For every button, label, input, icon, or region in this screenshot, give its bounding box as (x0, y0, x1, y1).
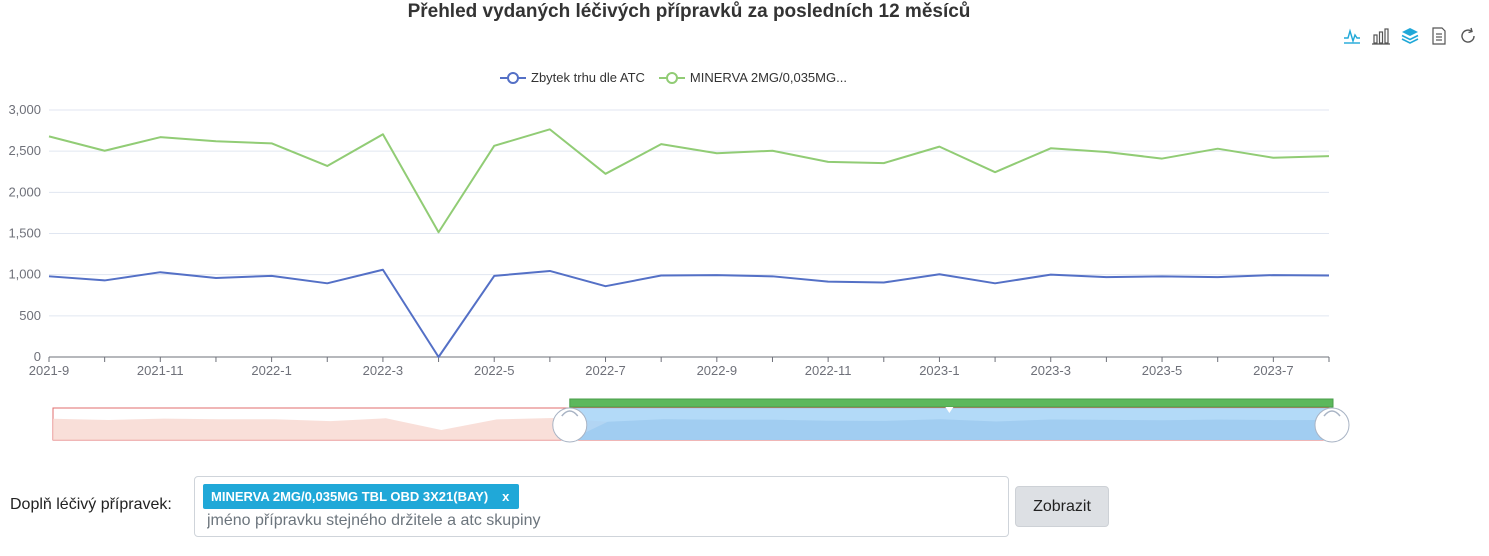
chart-legend: Zbytek trhu dle ATC MINERVA 2MG/0,035MG.… (500, 70, 847, 85)
chip-remove-button[interactable]: x (502, 489, 510, 504)
zoom-handle[interactable] (552, 407, 588, 443)
zoom-center-marker (945, 407, 954, 413)
selected-drug-chip-label: MINERVA 2MG/0,035MG TBL OBD 3X21(BAY) (211, 489, 489, 504)
x-tick-label: 2023-1 (919, 363, 959, 378)
y-tick-label: 3,000 (8, 102, 41, 117)
chart-title: Přehled vydaných léčivých přípravků za p… (407, 1, 971, 22)
legend-item-series2[interactable]: MINERVA 2MG/0,035MG... (658, 70, 847, 85)
drug-form: Doplň léčivý přípravek: MINERVA 2MG/0,03… (0, 476, 1489, 540)
legend-marker-series2-icon (658, 71, 685, 84)
x-tick-label: 2022-5 (474, 363, 514, 378)
zoom-handle-arc (561, 410, 579, 417)
legend-label-series1: Zbytek trhu dle ATC (531, 70, 645, 85)
y-tick-label: 1,000 (8, 267, 41, 282)
x-tick-label: 2022-3 (363, 363, 403, 378)
data-view-icon[interactable] (1429, 26, 1449, 46)
legend-marker-series1-icon (500, 71, 526, 84)
drug-search-input[interactable] (207, 510, 987, 532)
y-tick-label: 1,500 (8, 226, 41, 241)
x-tick-label: 2022-11 (805, 363, 852, 378)
line-chart-icon[interactable] (1342, 26, 1362, 46)
y-tick-label: 0 (34, 349, 41, 364)
restore-icon[interactable] (1458, 26, 1478, 46)
x-tick-label: 2021-11 (137, 363, 184, 378)
show-button[interactable]: Zobrazit (1015, 486, 1109, 527)
series-line-2 (48, 128, 1330, 234)
zoom-selection-area (569, 419, 1329, 440)
legend-item-series1[interactable]: Zbytek trhu dle ATC (500, 70, 645, 85)
x-tick-label: 2023-7 (1253, 363, 1293, 378)
x-tick-label: 2022-1 (251, 363, 291, 378)
x-tick-label: 2023-5 (1142, 363, 1182, 378)
x-tick-label: 2023-3 (1030, 363, 1070, 378)
line-chart: 0 500 1,000 1,500 2,000 2,500 3,000 2021-9 2021-… (8, 102, 1350, 443)
y-tick-label: 2,000 (8, 184, 41, 199)
x-tick-label: 2022-9 (697, 363, 737, 378)
x-tick-label: 2022-7 (585, 363, 625, 378)
y-tick-label: 2,500 (8, 143, 41, 158)
legend-label-series2: MINERVA 2MG/0,035MG... (689, 70, 847, 85)
drug-tag-input[interactable]: MINERVA 2MG/0,035MG TBL OBD 3X21(BAY) x (194, 476, 1009, 537)
series-line-1 (48, 268, 1330, 358)
drug-form-label: Doplň léčivý přípravek: (10, 496, 172, 513)
y-tick-label: 500 (19, 308, 41, 323)
zoom-handle-arc (1323, 410, 1341, 417)
selected-drug-chip[interactable]: MINERVA 2MG/0,035MG TBL OBD 3X21(BAY) x (203, 484, 520, 509)
zoom-move-bar (569, 398, 1334, 408)
chart-toolbox (1342, 26, 1478, 46)
stack-icon[interactable] (1400, 26, 1420, 46)
zoom-handle[interactable] (1314, 407, 1350, 443)
x-tick-label: 2021-9 (29, 363, 69, 378)
bar-chart-icon[interactable] (1371, 26, 1391, 46)
